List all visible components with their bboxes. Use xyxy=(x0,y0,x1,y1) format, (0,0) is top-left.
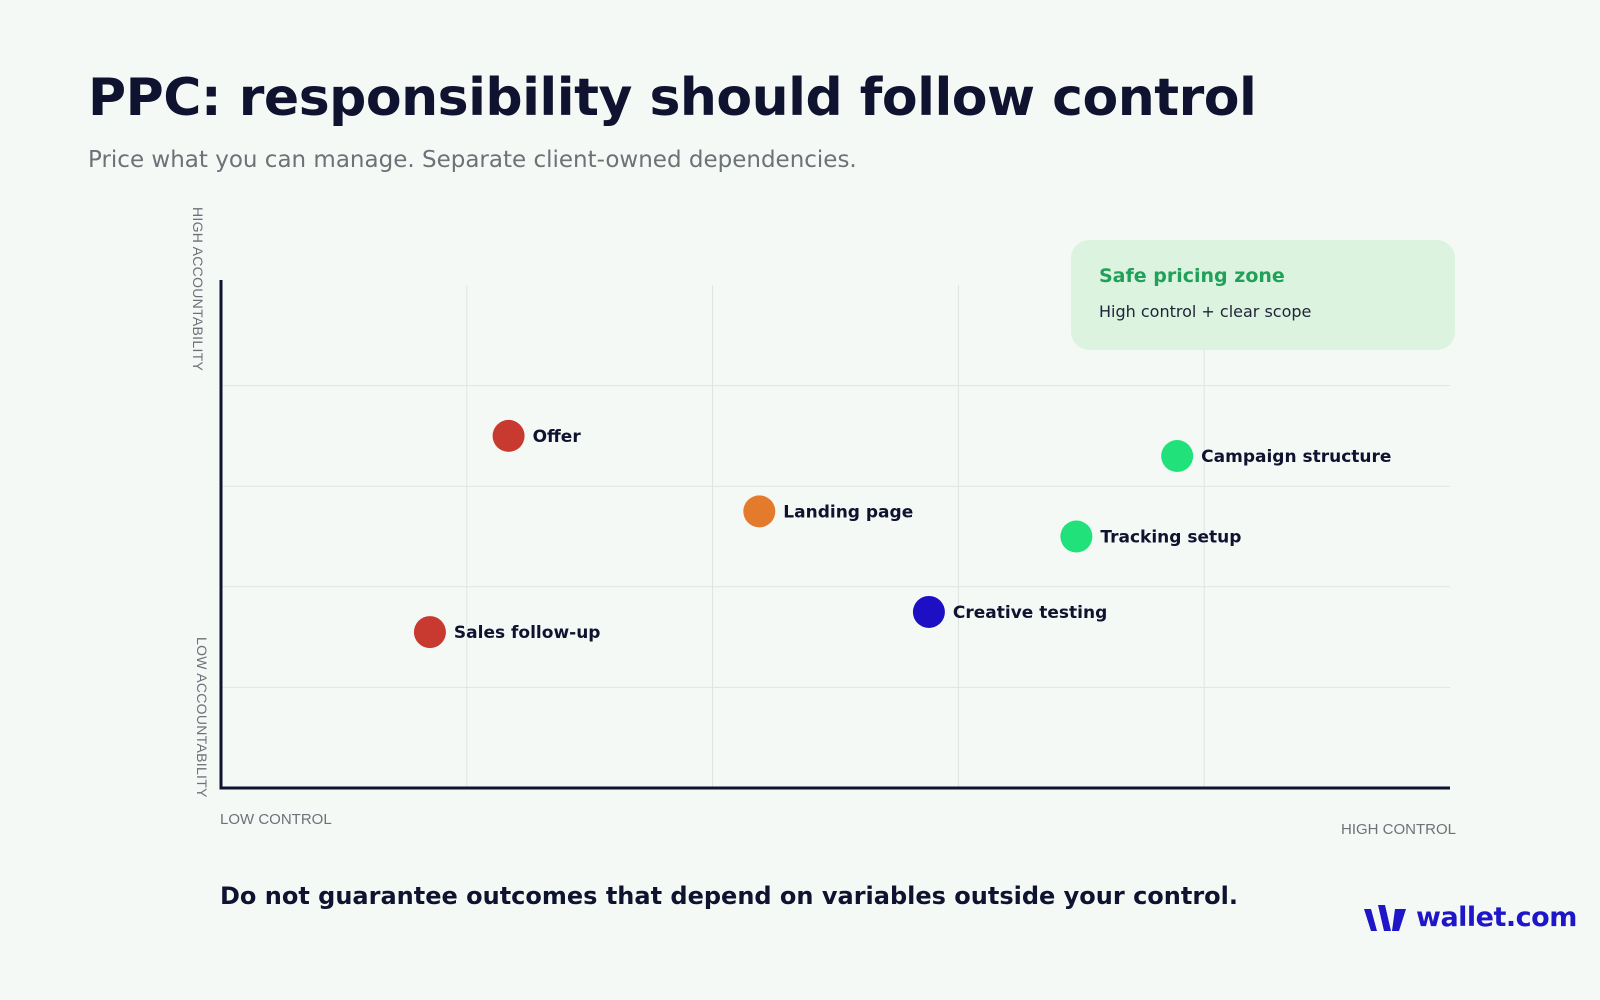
data-point-label: Landing page xyxy=(783,502,913,522)
page-title: PPC: responsibility should follow contro… xyxy=(88,68,1257,128)
brand-logo: wallet.com xyxy=(1362,902,1577,933)
data-point xyxy=(912,595,945,628)
data-point-label: Creative testing xyxy=(953,603,1107,623)
data-point-label: Tracking setup xyxy=(1100,528,1241,548)
data-point xyxy=(413,616,446,649)
zone-description: High control + clear scope xyxy=(1099,302,1312,321)
data-point-label: Offer xyxy=(533,427,582,447)
page-subtitle: Price what you can manage. Separate clie… xyxy=(88,147,857,173)
data-point xyxy=(492,419,525,452)
x-axis-high-label: HIGH CONTROL xyxy=(1340,821,1456,838)
data-point xyxy=(1161,440,1194,473)
data-point xyxy=(743,495,776,528)
x-axis-low-label: LOW CONTROL xyxy=(220,811,332,828)
y-axis-high-label: HIGH ACCOUNTABILITY xyxy=(190,207,206,372)
data-point-label: Sales follow-up xyxy=(454,623,601,643)
grid xyxy=(221,285,1450,788)
zone-title: Safe pricing zone xyxy=(1099,265,1285,287)
brand-name: wallet.com xyxy=(1416,902,1577,933)
axes xyxy=(219,280,1450,790)
data-point xyxy=(1060,520,1093,553)
footnote: Do not guarantee outcomes that depend on… xyxy=(220,882,1239,910)
data-points: Offer Landing page Campaign structure Track… xyxy=(413,419,1391,649)
wallet-logo-icon xyxy=(1364,904,1406,931)
y-axis-low-label: LOW ACCOUNTABILITY xyxy=(194,637,210,798)
safe-pricing-zone: Safe pricing zone High control + clear s… xyxy=(1071,240,1455,350)
data-point-label: Campaign structure xyxy=(1201,447,1391,467)
